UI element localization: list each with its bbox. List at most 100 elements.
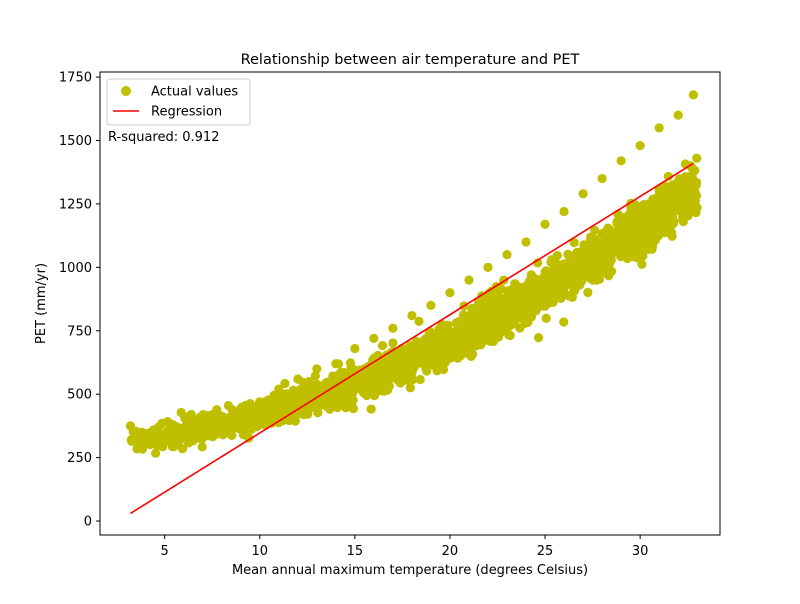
scatter-point	[174, 426, 184, 436]
scatter-point	[179, 432, 189, 442]
scatter-point	[612, 230, 623, 240]
regression-line-group	[130, 162, 694, 515]
scatter-point	[405, 383, 415, 393]
scatter-point	[673, 110, 683, 120]
scatter-point	[495, 329, 505, 339]
scatter-point	[692, 153, 702, 163]
scatter-point	[424, 360, 434, 370]
scatter-point	[422, 338, 432, 348]
scatter-point	[542, 268, 552, 279]
scatter-point	[567, 292, 577, 302]
scatter-point	[484, 288, 494, 298]
scatter-point	[587, 239, 597, 249]
scatter-point	[384, 354, 394, 365]
legend-label-actual-values: Actual values	[151, 85, 238, 100]
scatter-point	[539, 300, 549, 310]
scatter-point	[560, 289, 570, 299]
scatter-point	[326, 382, 336, 392]
scatter-point	[289, 394, 299, 404]
scatter-point	[675, 178, 685, 188]
scatter-point	[651, 219, 661, 229]
scatter-point	[348, 402, 358, 413]
scatter-point	[132, 444, 142, 454]
scatter-point	[407, 310, 417, 321]
scatter-point	[627, 252, 637, 262]
scatter-point	[230, 418, 240, 429]
scatter-point	[313, 408, 323, 418]
scatter-point	[237, 402, 247, 412]
scatter-point	[431, 334, 441, 344]
scatter-point	[414, 316, 424, 326]
legend-marker-actual-values	[121, 86, 131, 96]
scatter-point	[242, 426, 252, 436]
scatter-point	[631, 244, 642, 254]
scatter-point	[547, 289, 557, 299]
scatter-point	[483, 309, 494, 319]
y-axis-label: PET (mm/yr)	[34, 263, 49, 344]
scatter-point	[248, 402, 258, 412]
y-tick-label: 1000	[59, 261, 92, 276]
scatter-point	[687, 171, 697, 182]
scatter-point	[461, 348, 471, 358]
scatter-point	[293, 374, 303, 384]
scatter-point	[573, 278, 583, 288]
scatter-point	[162, 417, 173, 427]
scatter-point	[512, 303, 522, 313]
scatter-point	[559, 206, 569, 217]
scatter-point	[688, 90, 698, 100]
scatter-point	[533, 258, 543, 268]
scatter-point	[261, 402, 272, 412]
scatter-point	[454, 330, 464, 341]
scatter-point	[482, 335, 492, 345]
scatter-point	[443, 325, 453, 335]
scatter-point	[603, 269, 613, 279]
scatter-point	[217, 420, 227, 430]
scatter-point	[674, 202, 684, 212]
scatter-point	[401, 375, 411, 385]
y-tick-label: 0	[84, 515, 92, 530]
scatter-point	[282, 395, 292, 405]
scatter-point	[583, 287, 593, 298]
scatter-point	[393, 367, 403, 377]
scatter-point	[362, 390, 372, 401]
scatter-point	[600, 244, 610, 254]
x-tick-label: 20	[442, 544, 459, 559]
scatter-point	[559, 317, 569, 327]
scatter-point	[447, 334, 457, 344]
scatter-point	[198, 409, 208, 420]
scatter-point	[350, 343, 360, 354]
scatter-point	[453, 353, 463, 363]
scatter-point	[165, 430, 175, 440]
scatter-point	[502, 250, 512, 260]
scatter-point	[331, 359, 341, 369]
y-tick-label: 1500	[59, 134, 92, 149]
scatter-point	[431, 360, 441, 370]
scatter-point	[126, 435, 136, 445]
y-tick-label: 1750	[59, 71, 92, 86]
scatter-point	[310, 371, 320, 381]
x-axis-label: Mean annual maximum temperature (degrees…	[232, 563, 588, 578]
scatter-point	[388, 323, 398, 333]
scatter-point	[357, 379, 367, 389]
scatter-point	[473, 336, 483, 347]
scatter-point	[407, 368, 417, 378]
scatter-point	[630, 200, 641, 210]
scatter-point	[681, 192, 692, 202]
scatter-point	[146, 432, 156, 442]
scatter-point	[511, 283, 522, 293]
scatter-point	[630, 221, 640, 231]
scatter-point	[458, 310, 469, 320]
scatter-point	[460, 321, 470, 331]
scatter-point	[541, 313, 551, 323]
y-tick-label: 1250	[59, 197, 92, 212]
scatter-point	[549, 260, 559, 270]
scatter-point	[415, 374, 425, 385]
scatter-point	[383, 375, 393, 385]
scatter-point	[539, 278, 549, 288]
scatter-point	[569, 258, 579, 269]
scatter-point	[667, 228, 677, 238]
x-tick-label: 25	[537, 544, 554, 559]
scatter-point	[167, 441, 177, 452]
